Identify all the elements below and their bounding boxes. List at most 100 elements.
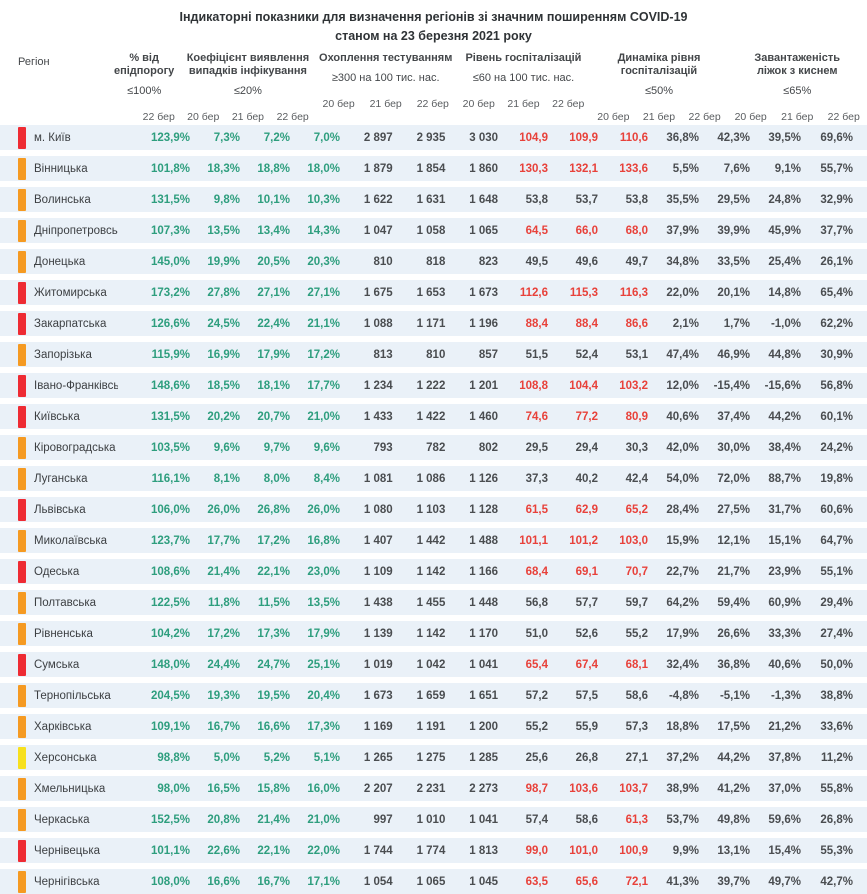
hospitalization-dynamics-group: 41,3% 39,7% 49,7%: [658, 876, 811, 888]
table-row[interactable]: Харківська 109,1% 16,7% 16,6% 17,3% 1 169 1 19…: [0, 714, 867, 739]
hospitalization-dynamics-cell: 22,7%: [666, 565, 699, 578]
table-row[interactable]: Луганська 116,1% 8,1% 8,0% 8,4% 1 081 1 086 1 1…: [0, 466, 867, 491]
testing-coverage-cell: 1 460: [469, 410, 499, 423]
table-row[interactable]: Волинська 131,5% 9,8% 10,1% 10,3% 1 622 1 631 1…: [0, 187, 867, 212]
detection-rate-cell: 7,2%: [263, 131, 290, 144]
testing-coverage-cell: 1 675: [363, 286, 393, 299]
detection-rate-group: 19,3% 19,5% 20,4%: [200, 690, 350, 702]
testing-coverage-cell: 1 142: [416, 627, 446, 640]
hospitalization-level-cell: 55,2: [625, 627, 648, 640]
detection-rate-cell: 8,1%: [213, 472, 240, 485]
table-row[interactable]: Донецька 145,0% 19,9% 20,5% 20,3% 810 818 823 49…: [0, 249, 867, 274]
detection-rate-group: 22,6% 22,1% 22,0%: [200, 845, 350, 857]
testing-coverage-cell: 1 265: [363, 751, 393, 764]
oxygen-beds-load-group: 33,6%34,8%35,8%: [811, 721, 867, 733]
hospitalization-level-cell: 57,7: [575, 596, 598, 609]
detection-rate-group: 18,3% 18,8% 18,0%: [200, 163, 350, 175]
detection-rate-cell: 5,1%: [313, 751, 340, 764]
epid-percent-cell: 104,2%: [150, 627, 190, 640]
column-group-threshold: ≥300 на 100 тис. нас.: [331, 72, 440, 84]
table-row[interactable]: Рівненська 104,2% 17,2% 17,3% 17,9% 1 139 1 14…: [0, 621, 867, 646]
testing-coverage-cell: 1 019: [363, 658, 393, 671]
detection-rate-cell: 20,2%: [207, 410, 240, 423]
testing-coverage-cell: 1 065: [416, 875, 446, 888]
oxygen-beds-load-cell: 44,0%: [863, 876, 867, 888]
hospitalization-dynamics-group: 42,0% 30,0% 38,4%: [658, 442, 811, 454]
column-group-epid-threshold: % від епідпорогу ≤100% 22 бер: [107, 52, 180, 123]
hospitalization-dynamics-cell: 64,2%: [666, 596, 699, 609]
column-group-name: Рівень госпіталізацій: [465, 52, 582, 64]
column-header-region: Регіон: [18, 56, 50, 68]
oxygen-beds-load-group: 26,1%27,0%28,1%: [811, 256, 867, 268]
table-row[interactable]: Миколаївська 123,7% 17,7% 17,2% 16,8% 1 407 1 …: [0, 528, 867, 553]
oxygen-beds-load-cell: 55,1%: [863, 845, 867, 857]
hospitalization-dynamics-cell: 27,5%: [717, 503, 750, 516]
column-date-row: 20 бер 21 бер 22 бер: [456, 98, 590, 110]
table-row[interactable]: Чернігівська 108,0% 16,6% 16,7% 17,1% 1 054 1 …: [0, 869, 867, 894]
hospitalization-level-cell: 68,1: [625, 658, 648, 671]
table-row[interactable]: Івано-Франківська 148,6% 18,5% 18,1% 17,7% 1 …: [0, 373, 867, 398]
testing-coverage-group: 1 675 1 653 1 673: [350, 287, 508, 299]
table-row[interactable]: Хмельницька 98,0% 16,5% 15,8% 16,0% 2 207 2 23…: [0, 776, 867, 801]
region-name: Чернівецька: [34, 844, 100, 857]
detection-rate-group: 24,4% 24,7% 25,1%: [200, 659, 350, 671]
column-date-label: 21 бер: [507, 98, 540, 110]
column-group-name: Коефіцієнт виявлення випадків інфікуванн…: [186, 52, 310, 77]
table-row[interactable]: Сумська 148,0% 24,4% 24,7% 25,1% 1 019 1 042 1 …: [0, 652, 867, 677]
table-row[interactable]: Кіровоградська 103,5% 9,6% 9,7% 9,6% 793 782 80…: [0, 435, 867, 460]
risk-level-marker: [18, 777, 26, 800]
epid-percent-cell: 131,5%: [150, 410, 190, 423]
testing-coverage-group: 813 810 857: [350, 349, 508, 361]
hospitalization-level-cell: 104,9: [519, 131, 548, 144]
table-row[interactable]: Тернопільська 204,5% 19,3% 19,5% 20,4% 1 673 1…: [0, 683, 867, 708]
hospitalization-dynamics-cell: 31,7%: [768, 503, 801, 516]
table-row[interactable]: Одеська 108,6% 21,4% 22,1% 23,0% 1 109 1 142 1 …: [0, 559, 867, 584]
oxygen-beds-load-cell: 55,7%: [820, 162, 853, 175]
testing-coverage-group: 1 081 1 086 1 126: [350, 473, 508, 485]
oxygen-beds-load-cell: 60,6%: [820, 503, 853, 516]
detection-rate-cell: 16,7%: [207, 720, 240, 733]
epid-percent-group: 104,2%: [118, 628, 200, 640]
table-row[interactable]: Полтавська 122,5% 11,8% 11,5% 13,5% 1 438 1 45…: [0, 590, 867, 615]
table-row[interactable]: Вінницька 101,8% 18,3% 18,8% 18,0% 1 879 1 854…: [0, 156, 867, 181]
table-row[interactable]: м. Київ 123,9% 7,3% 7,2% 7,0% 2 897 2 935 3 030…: [0, 125, 867, 150]
table-row[interactable]: Дніпропетровська 107,3% 13,5% 13,4% 14,3% 1 0…: [0, 218, 867, 243]
epid-percent-group: 148,0%: [118, 659, 200, 671]
testing-coverage-cell: 2 897: [363, 131, 393, 144]
testing-coverage-cell: 1 442: [416, 534, 446, 547]
hospitalization-dynamics-cell: 12,1%: [717, 534, 750, 547]
testing-coverage-cell: 1 088: [363, 317, 393, 330]
oxygen-beds-load-cell: 56,8%: [863, 380, 867, 392]
testing-coverage-cell: 1 407: [363, 534, 393, 547]
table-row[interactable]: Київська 131,5% 20,2% 20,7% 21,0% 1 433 1 422 1…: [0, 404, 867, 429]
epid-percent-cell: 101,1%: [150, 844, 190, 857]
hospitalization-level-cell: 101,1: [519, 534, 548, 547]
hospitalization-dynamics-group: 32,4% 36,8% 40,6%: [658, 659, 811, 671]
risk-level-marker: [18, 436, 26, 459]
region-name: Полтавська: [34, 596, 97, 609]
hospitalization-dynamics-cell: 40,6%: [768, 658, 801, 671]
detection-rate-cell: 8,4%: [313, 472, 340, 485]
oxygen-beds-load-cell: 39,9%: [863, 225, 867, 237]
column-group-threshold: ≤60 на 100 тис. нас.: [472, 72, 575, 84]
hospitalization-dynamics-group: 36,8% 42,3% 39,5%: [658, 132, 811, 144]
detection-rate-cell: 17,3%: [257, 627, 290, 640]
testing-coverage-cell: 1 196: [469, 317, 499, 330]
table-row[interactable]: Львівська 106,0% 26,0% 26,8% 26,0% 1 080 1 103…: [0, 497, 867, 522]
column-group-hospitalization-dynamics: Динаміка рівня госпіталізацій ≤50% 20 бер 2…: [591, 52, 728, 123]
testing-coverage-group: 1 433 1 422 1 460: [350, 411, 508, 423]
table-row[interactable]: Закарпатська 126,6% 24,5% 22,4% 21,1% 1 088 1 …: [0, 311, 867, 336]
testing-coverage-cell: 1 860: [469, 162, 499, 175]
table-row[interactable]: Запорізька 115,9% 16,9% 17,9% 17,2% 813 810 857…: [0, 342, 867, 367]
detection-rate-cell: 9,7%: [263, 441, 290, 454]
oxygen-beds-load-cell: 29,0%: [863, 628, 867, 640]
table-row[interactable]: Чернівецька 101,1% 22,6% 22,1% 22,0% 1 744 1 7…: [0, 838, 867, 863]
risk-level-marker: [18, 560, 26, 583]
epid-percent-cell: 131,5%: [150, 193, 190, 206]
hospitalization-level-cell: 61,5: [525, 503, 548, 516]
table-row[interactable]: Житомирська 173,2% 27,8% 27,1% 27,1% 1 675 1 6…: [0, 280, 867, 305]
hospitalization-level-cell: 51,0: [525, 627, 548, 640]
testing-coverage-cell: 1 041: [469, 658, 499, 671]
hospitalization-level-cell: 57,2: [525, 689, 548, 702]
table-row[interactable]: Херсонська 98,8% 5,0% 5,2% 5,1% 1 265 1 275 1 2…: [0, 745, 867, 770]
